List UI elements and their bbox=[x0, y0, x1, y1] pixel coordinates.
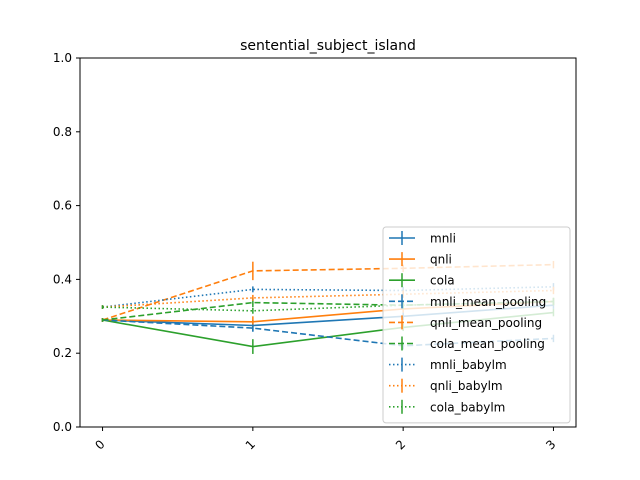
legend-label: qnli_mean_pooling bbox=[430, 316, 542, 330]
series-line bbox=[102, 319, 554, 347]
x-tick-label: 0 bbox=[92, 437, 107, 452]
x-tick-label: 3 bbox=[543, 437, 558, 452]
y-tick-label: 0.6 bbox=[53, 199, 72, 213]
legend-item-cola_mean_pooling: cola_mean_pooling bbox=[389, 336, 545, 351]
y-tick-label: 0.2 bbox=[53, 346, 72, 360]
legend-frame bbox=[382, 226, 571, 424]
y-tick-label: 0.0 bbox=[53, 420, 72, 434]
series-line bbox=[102, 300, 554, 321]
legend-item-qnli_babylm: qnli_babylm bbox=[389, 378, 503, 393]
y-tick-label: 0.8 bbox=[53, 125, 72, 139]
legend: mnli qnli cola mnli_mean_pooling qnli_mean_p… bbox=[382, 226, 571, 424]
x-tick-label: 2 bbox=[393, 437, 408, 452]
legend-item-mnli: mnli bbox=[389, 231, 456, 246]
legend-item-cola_babylm: cola_babylm bbox=[389, 399, 505, 414]
legend-label: mnli_babylm bbox=[430, 358, 507, 372]
plot-frame bbox=[79, 57, 577, 428]
x-tick-label: 1 bbox=[243, 437, 258, 452]
legend-label: qnli bbox=[430, 253, 452, 267]
legend-label: qnli_babylm bbox=[430, 379, 503, 393]
legend-item-qnli: qnli bbox=[389, 252, 452, 267]
y-tick-label: 0.4 bbox=[53, 272, 72, 286]
chart-title: sentential_subject_island bbox=[240, 38, 416, 54]
legend-label: cola bbox=[430, 274, 455, 288]
legend-label: mnli_mean_pooling bbox=[430, 295, 546, 309]
y-tick-label: 1.0 bbox=[53, 51, 72, 65]
legend-label: cola_babylm bbox=[430, 400, 505, 414]
legend-item-qnli_mean_pooling: qnli_mean_pooling bbox=[389, 315, 542, 330]
legend-item-cola: cola bbox=[389, 273, 455, 288]
legend-label: mnli bbox=[430, 232, 456, 246]
legend-label: cola_mean_pooling bbox=[430, 337, 545, 351]
legend-item-mnli_mean_pooling: mnli_mean_pooling bbox=[389, 294, 546, 309]
legend-item-mnli_babylm: mnli_babylm bbox=[389, 357, 507, 372]
